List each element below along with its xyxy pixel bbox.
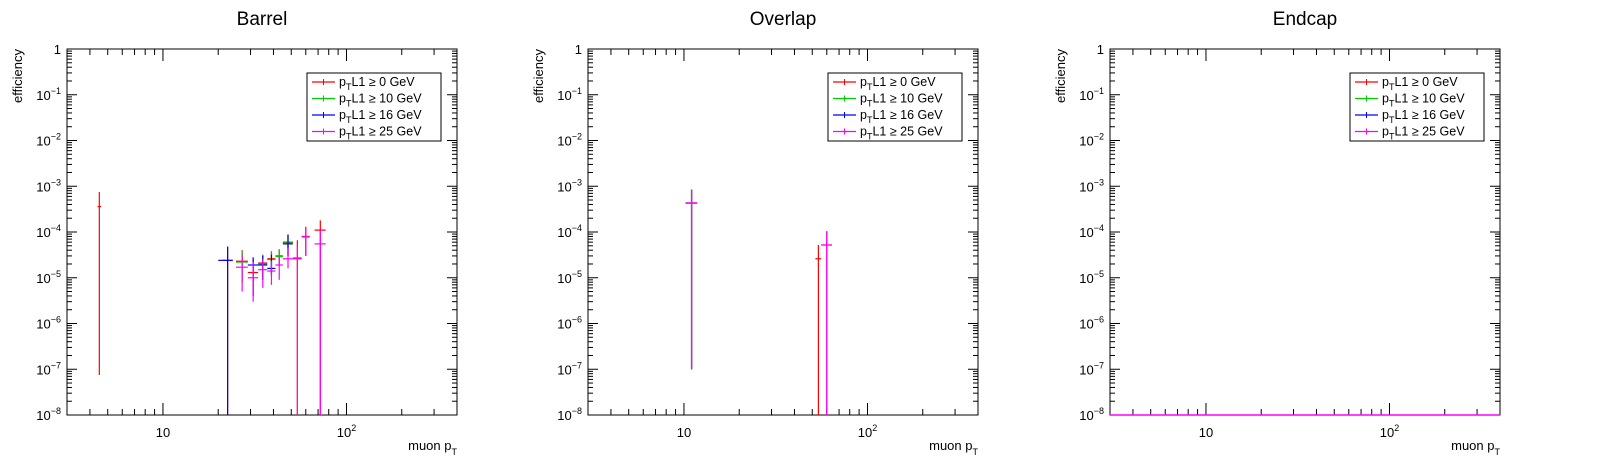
legend-entry-label: pTL1 ≥ 10 GeV bbox=[860, 92, 943, 109]
y-tick-label: 10−7 bbox=[1079, 360, 1104, 377]
x-tick-label: 10 bbox=[1199, 425, 1213, 440]
y-tick-label: 10−3 bbox=[36, 177, 61, 194]
y-tick-label: 10−8 bbox=[1079, 406, 1104, 423]
y-tick-label: 10−5 bbox=[36, 269, 61, 286]
x-axis-label: muon pT bbox=[929, 438, 978, 457]
legend-entry-label: pTL1 ≥ 0 GeV bbox=[339, 75, 415, 92]
chart-title: Overlap bbox=[750, 9, 817, 30]
x-tick-label: 102 bbox=[1380, 423, 1399, 440]
y-tick-label: 10−6 bbox=[557, 315, 582, 332]
legend-entry-label: pTL1 ≥ 25 GeV bbox=[1382, 125, 1465, 142]
legend-entry-label: pTL1 ≥ 25 GeV bbox=[860, 125, 943, 142]
series-p-t-l1-16-gev bbox=[218, 235, 293, 415]
y-tick-label: 10−4 bbox=[1079, 223, 1104, 240]
y-axis-label: efficiency bbox=[1053, 49, 1068, 103]
legend-entry-label: pTL1 ≥ 25 GeV bbox=[339, 125, 422, 142]
y-tick-label: 1 bbox=[1097, 42, 1104, 57]
y-tick-label: 10−3 bbox=[1079, 177, 1104, 194]
y-axis-label: efficiency bbox=[531, 49, 546, 103]
legend-entry-label: pTL1 ≥ 10 GeV bbox=[339, 92, 422, 109]
y-tick-label: 10−2 bbox=[1079, 132, 1104, 149]
y-tick-label: 10−6 bbox=[36, 315, 61, 332]
legend-entry-label: pTL1 ≥ 16 GeV bbox=[860, 108, 943, 125]
x-tick-label: 102 bbox=[337, 423, 356, 440]
x-tick-label: 10 bbox=[156, 425, 170, 440]
x-tick-label: 10 bbox=[677, 425, 691, 440]
y-tick-label: 10−8 bbox=[36, 406, 61, 423]
series-p-t-l1-25-gev bbox=[685, 189, 832, 415]
y-tick-label: 10−1 bbox=[1079, 86, 1104, 103]
y-tick-label: 10−7 bbox=[36, 360, 61, 377]
chart-title: Barrel bbox=[237, 9, 288, 30]
series-p-t-l1-0-gev bbox=[685, 189, 832, 415]
x-axis-label: muon pT bbox=[1451, 438, 1500, 457]
legend-entry-label: pTL1 ≥ 16 GeV bbox=[339, 108, 422, 125]
legend-entry-label: pTL1 ≥ 10 GeV bbox=[1382, 92, 1465, 109]
legend-entry-label: pTL1 ≥ 0 GeV bbox=[860, 75, 936, 92]
y-tick-label: 10−8 bbox=[557, 406, 582, 423]
y-tick-label: 10−2 bbox=[557, 132, 582, 149]
y-tick-label: 10−6 bbox=[1079, 315, 1104, 332]
y-tick-label: 10−5 bbox=[1079, 269, 1104, 286]
y-tick-label: 10−4 bbox=[36, 223, 61, 240]
y-tick-label: 1 bbox=[575, 42, 582, 57]
y-tick-label: 10−5 bbox=[557, 269, 582, 286]
y-tick-label: 10−1 bbox=[557, 86, 582, 103]
legend-box bbox=[306, 72, 442, 142]
chart-panel-overlap: Overlap 1 10−1 10−2 10−3 10−4 10−5 10−6 10−7 10−8… bbox=[531, 9, 979, 457]
x-axis-label: muon pT bbox=[408, 438, 457, 457]
series-p-t-l1-25-gev bbox=[236, 227, 326, 415]
chart-panel-endcap: Endcap 1 10−1 10−2 10−3 10−4 10−5 10−6 10−7 10−8 1… bbox=[1053, 9, 1501, 457]
y-tick-label: 10−3 bbox=[557, 177, 582, 194]
y-tick-label: 10−4 bbox=[557, 223, 582, 240]
y-tick-label: 10−1 bbox=[36, 86, 61, 103]
series-p-t-l1-0-gev bbox=[97, 191, 326, 415]
legend-box bbox=[1349, 72, 1485, 142]
y-axis-label: efficiency bbox=[10, 49, 25, 103]
x-tick-label: 102 bbox=[858, 423, 877, 440]
chart-panel-barrel: Barrel 1 10−1 10−2 10−3 10−4 10−5 10−6 10−7 10−8 1… bbox=[10, 9, 458, 457]
legend-box bbox=[827, 72, 963, 142]
legend-entry-label: pTL1 ≥ 0 GeV bbox=[1382, 75, 1458, 92]
y-tick-label: 1 bbox=[54, 42, 61, 57]
chart-title: Endcap bbox=[1273, 9, 1337, 30]
y-tick-label: 10−2 bbox=[36, 132, 61, 149]
y-tick-label: 10−7 bbox=[557, 360, 582, 377]
legend-entry-label: pTL1 ≥ 16 GeV bbox=[1382, 108, 1465, 125]
